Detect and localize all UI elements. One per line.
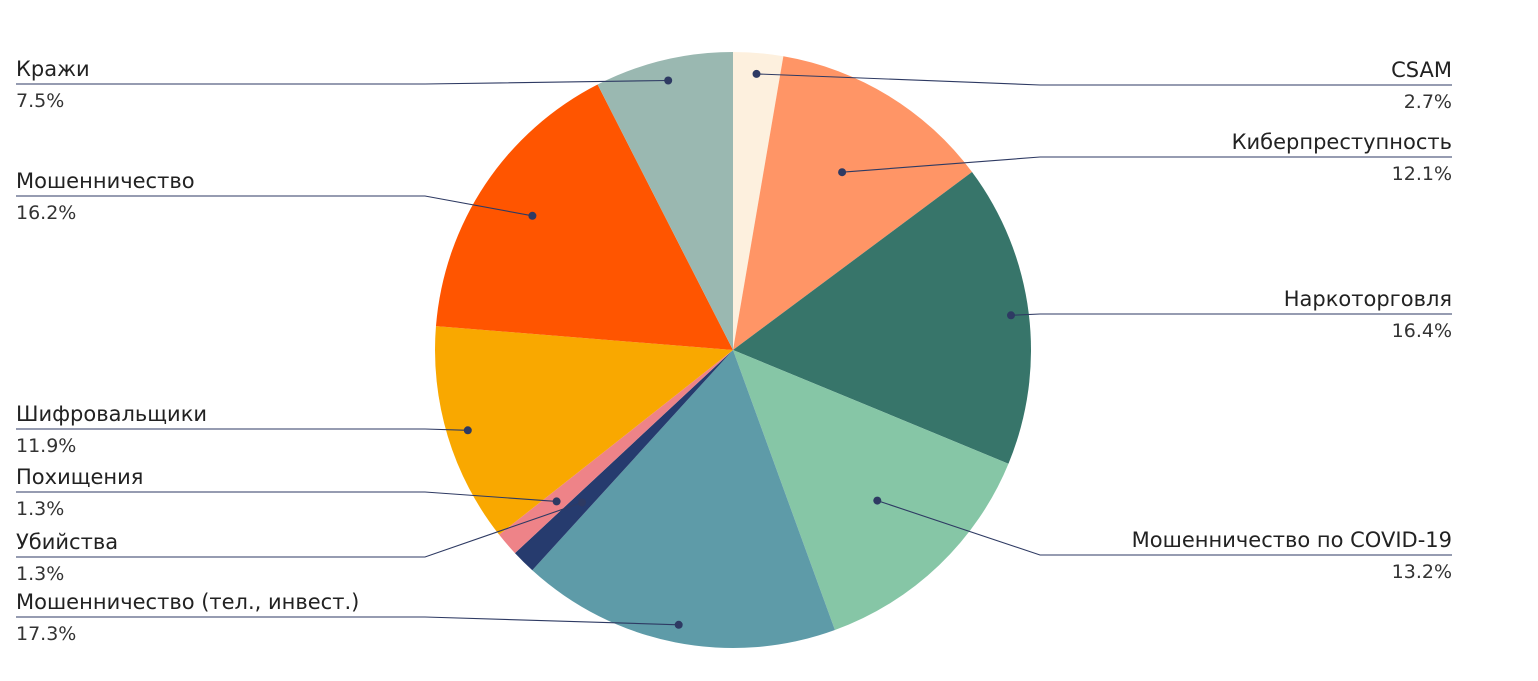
pie-slice-csam	[733, 52, 784, 350]
leader-dot-шифровальщики	[463, 426, 472, 435]
leader-lines	[16, 69, 1452, 629]
leader-dot-мошенничество-тел-инвест	[674, 620, 683, 629]
leader-dot-похищения	[552, 497, 561, 506]
slice-label-убийства: Убийства	[16, 530, 118, 554]
slice-value-мошенничество: 16.2%	[16, 202, 76, 224]
slice-label-шифровальщики: Шифровальщики	[16, 402, 207, 426]
leader-line-мошенничество-по-covid-19	[877, 500, 1452, 556]
pie-slice-шифровальщики	[435, 326, 733, 535]
leader-line-похищения	[16, 491, 557, 502]
slice-label-похищения: Похищения	[16, 465, 143, 489]
slice-value-мошенничество-тел-инвест: 17.3%	[16, 623, 76, 645]
slice-label-мошенничество-тел-инвест: Мошенничество (тел., инвест.)	[16, 590, 359, 614]
leader-dot-мошенничество	[528, 211, 537, 220]
pie-slice-киберпреступность	[733, 56, 973, 350]
slice-label-киберпреступность: Киберпреступность	[1232, 130, 1452, 154]
pie-slice-наркоторговля	[733, 172, 1031, 464]
leader-line-наркоторговля	[1010, 313, 1452, 316]
leader-dot-csam	[752, 69, 761, 78]
slice-value-киберпреступность: 12.1%	[1392, 163, 1452, 185]
slice-label-мошенничество-по-covid-19: Мошенничество по COVID-19	[1132, 528, 1452, 552]
slice-value-похищения: 1.3%	[16, 498, 64, 520]
slice-label-наркоторговля: Наркоторговля	[1284, 287, 1452, 311]
slice-value-шифровальщики: 11.9%	[16, 435, 76, 457]
slice-labels: CSAM 2.7% Киберпреступность 12.1% Наркоторго…	[16, 57, 1452, 645]
slice-value-мошенничество-по-covid-19: 13.2%	[1392, 561, 1452, 583]
leader-line-мошенничество	[16, 195, 533, 217]
leader-dot-кражи	[664, 76, 673, 85]
pie-slice-мошенничество-по-covid-19	[733, 350, 1009, 631]
slice-label-кражи: Кражи	[16, 57, 90, 81]
slice-value-csam: 2.7%	[1404, 91, 1452, 113]
leader-line-шифровальщики	[16, 428, 468, 431]
leader-dot-мошенничество-по-covid-19	[873, 496, 882, 505]
leader-line-кражи	[16, 79, 669, 85]
slice-label-мошенничество: Мошенничество	[16, 169, 195, 193]
leader-line-csam	[756, 73, 1452, 86]
leader-dot-наркоторговля	[1007, 311, 1015, 320]
pie-slice-кражи	[597, 52, 733, 350]
pie-slice-убийства	[514, 350, 733, 571]
pie-slice-мошенничество	[435, 84, 733, 350]
leader-dot-киберпреступность	[838, 168, 847, 177]
slice-value-кражи: 7.5%	[16, 90, 64, 112]
slice-label-csam: CSAM	[1391, 58, 1452, 82]
leader-line-киберпреступность	[842, 156, 1452, 173]
slice-value-наркоторговля: 16.4%	[1392, 320, 1452, 342]
pie-slice-мошенничество-тел-инвест	[532, 350, 835, 648]
leader-dot-убийства	[578, 498, 587, 507]
slice-value-убийства: 1.3%	[16, 563, 64, 585]
pie-slices	[435, 52, 1031, 648]
leader-line-мошенничество-тел-инвест	[16, 616, 679, 626]
leader-line-убийства	[16, 501, 583, 558]
